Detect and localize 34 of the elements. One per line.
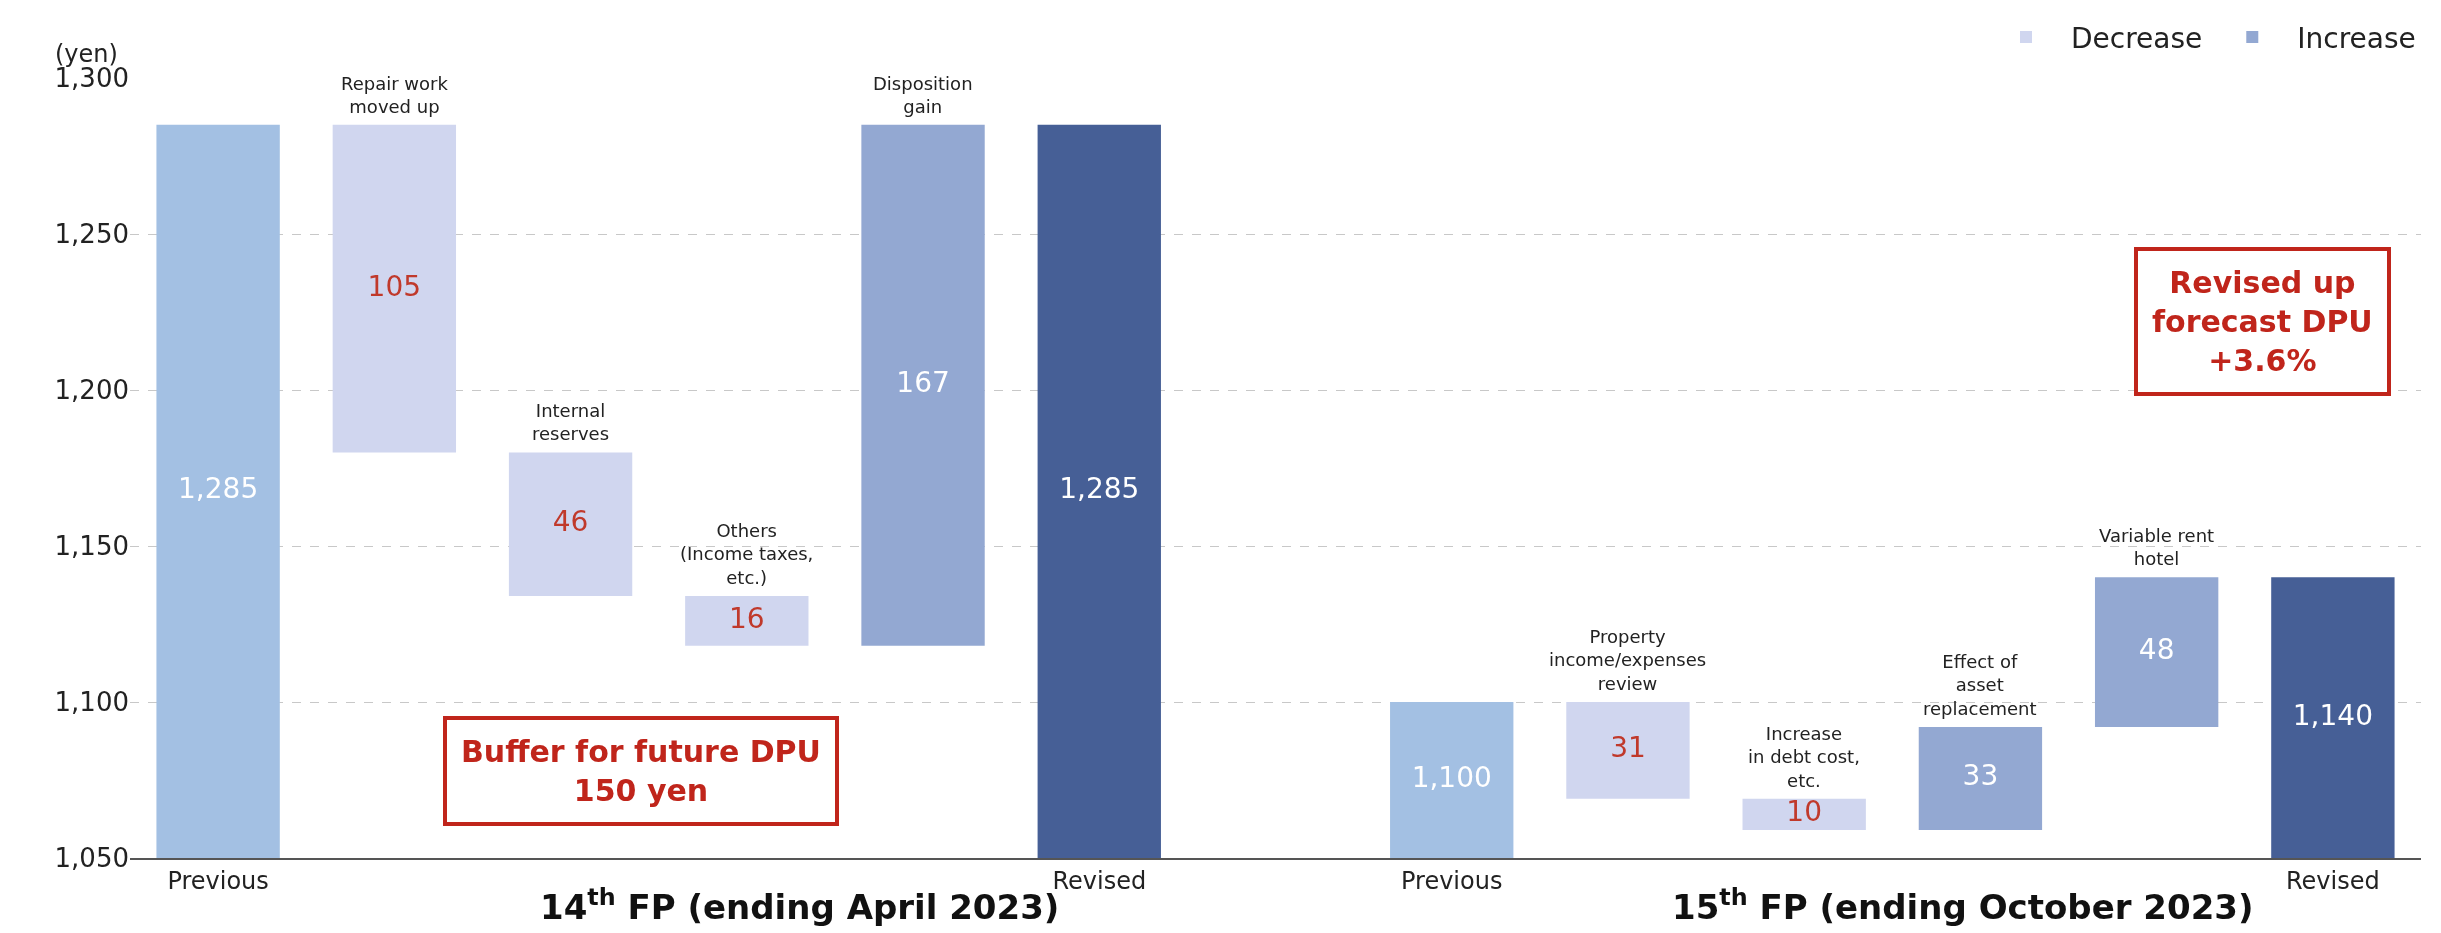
y-tick-label: 1,200 (54, 375, 129, 406)
data-label: 1,285 (1059, 472, 1140, 506)
data-label: 10 (1786, 795, 1823, 829)
x-tick-label: Property income/expenses review (1549, 626, 1707, 694)
legend-label: Decrease (2071, 22, 2203, 56)
x-tick-label: Previous (167, 866, 269, 895)
text: 15$^{th}$ FP (ending October 2023) (1672, 883, 2254, 928)
x-tick-label: Others (Income taxes, etc.) (680, 520, 814, 588)
y-tick-label: 1,250 (54, 219, 129, 250)
y-tick-label: 1,150 (54, 531, 129, 562)
data-label: 46 (552, 505, 589, 539)
data-label: 105 (367, 269, 422, 303)
x-tick-label: Internal reserves (532, 400, 610, 445)
data-label: 1,140 (2292, 698, 2373, 732)
data-label: 1,100 (1411, 761, 1492, 794)
annotation: Buffer for future DPU 150 yen (461, 734, 821, 808)
data-label: 48 (2138, 633, 2175, 667)
x-tick-label: Previous (1401, 866, 1503, 895)
legend-label: Increase (2297, 22, 2416, 56)
x-tick-label: Disposition gain (873, 73, 973, 118)
x-tick-label: Repair work moved up (341, 73, 449, 118)
y-tick-label: 1,100 (54, 687, 129, 718)
data-label: 31 (1610, 731, 1646, 765)
x-tick-label: Variable rent hotel (2099, 525, 2215, 570)
data-label: 167 (896, 366, 950, 400)
x-tick-label: Effect of asset replacement (1923, 651, 2037, 719)
x-tick-label: Revised (2286, 866, 2380, 895)
data-label: 1,285 (178, 472, 259, 506)
data-label: 16 (728, 601, 765, 635)
x-tick-label: Increase in debt cost, etc. (1748, 723, 1860, 791)
y-tick-label: 1,050 (54, 843, 129, 874)
y-axis-title: (yen) (55, 40, 118, 68)
data-label: 33 (1962, 759, 1999, 793)
annotation: Revised up forecast DPU +3.6% (2152, 265, 2373, 378)
